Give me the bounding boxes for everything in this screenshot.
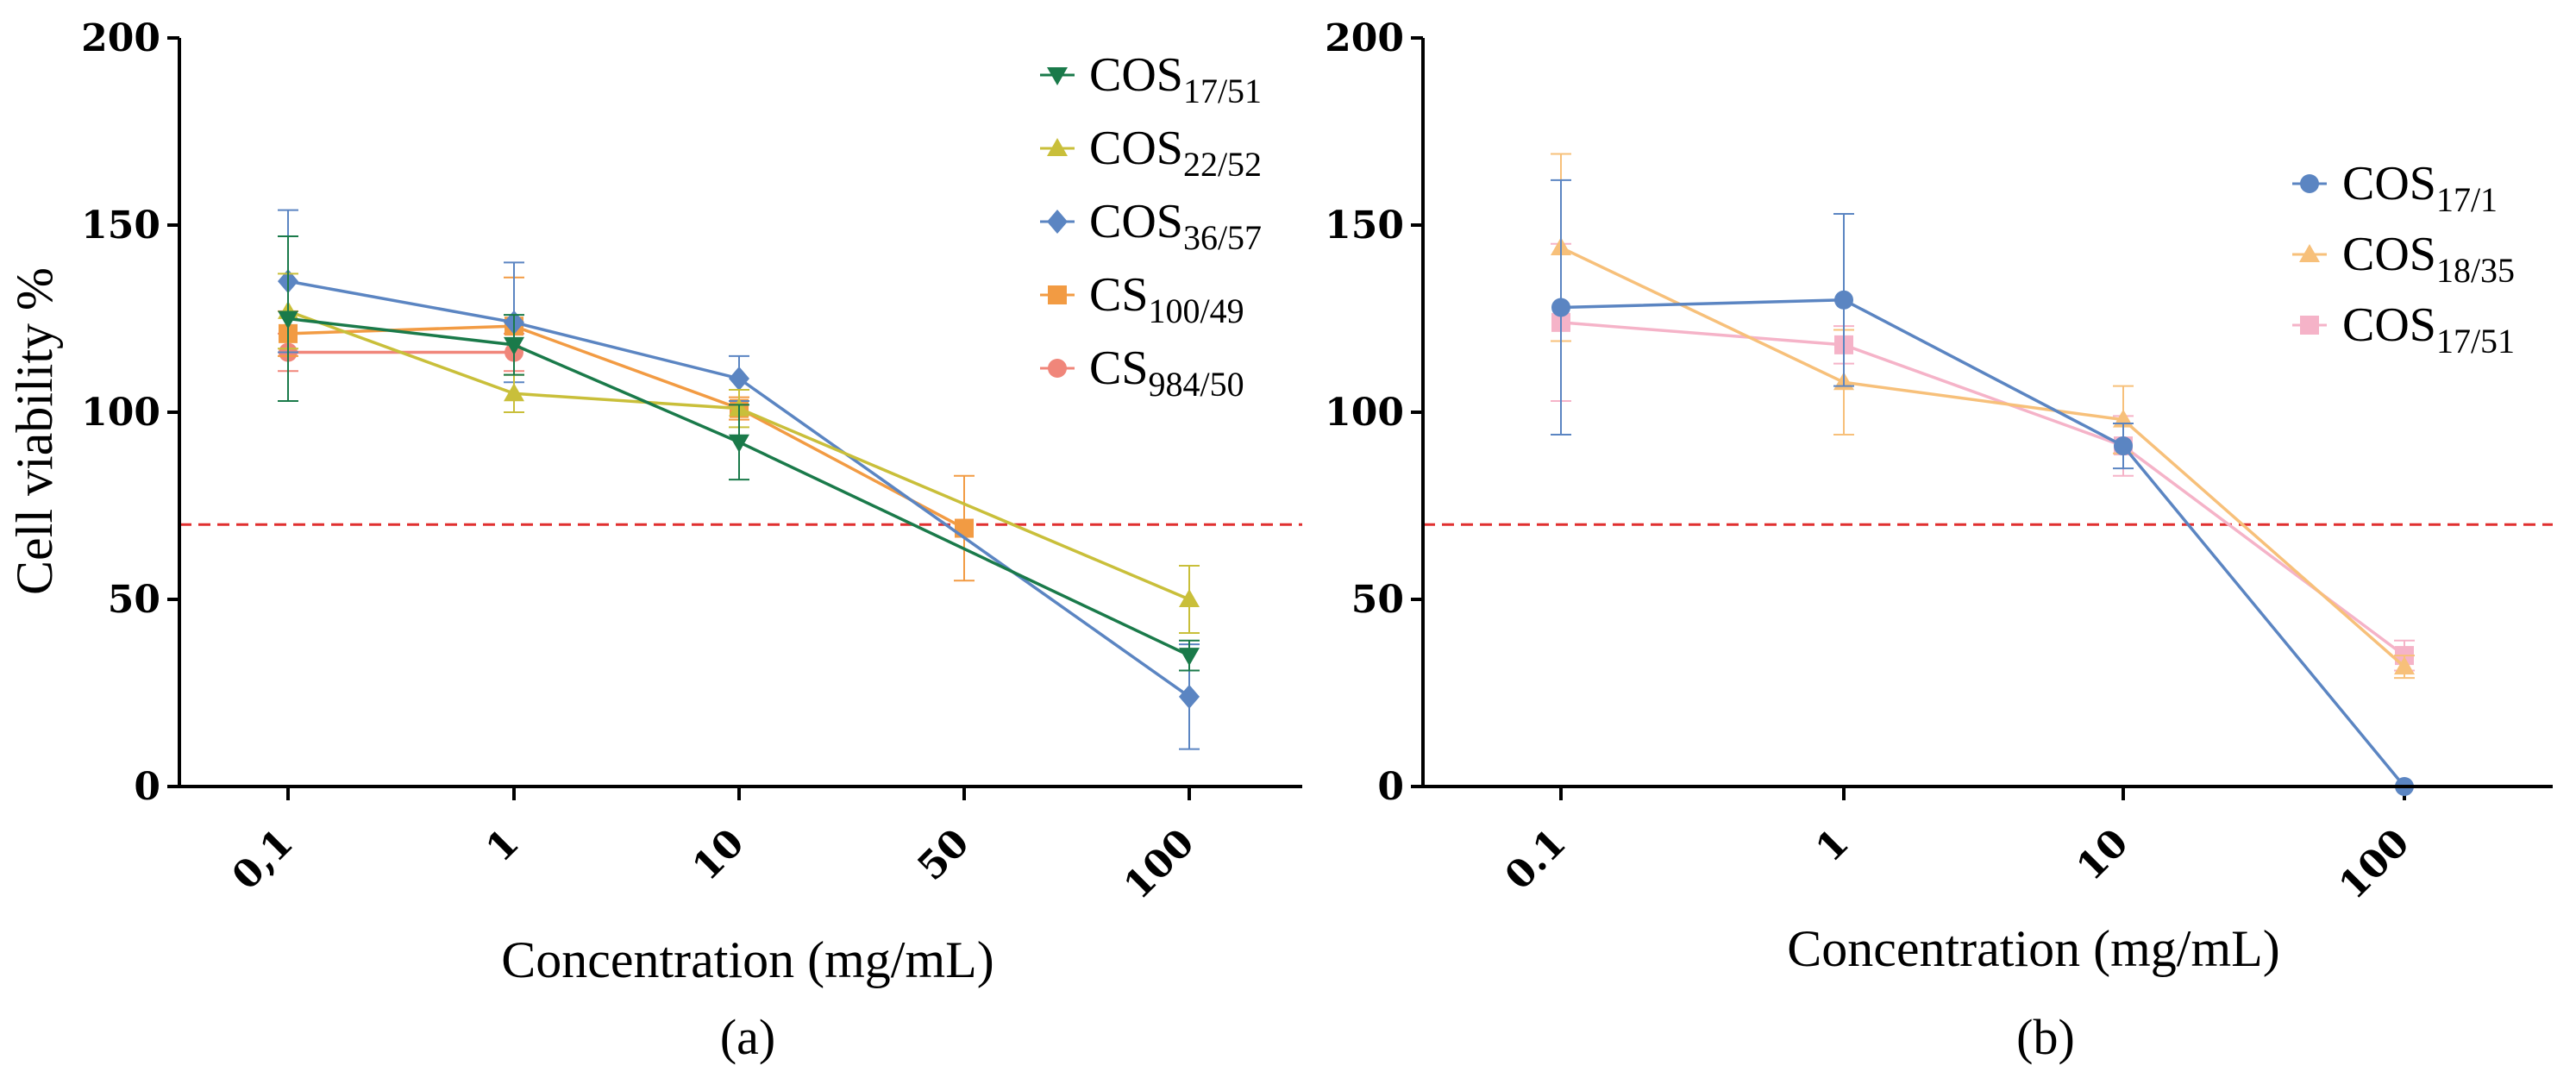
legend-label: COS17/1 xyxy=(2342,157,2498,219)
data-point xyxy=(1551,298,1570,317)
x-tick-label: 0.1 xyxy=(1497,821,1575,899)
legend: COS17/1 COS18/35 COS17/51 xyxy=(2292,157,2515,360)
y-tick-label: 0 xyxy=(1377,765,1404,809)
data-point xyxy=(1179,684,1200,709)
legend-marker xyxy=(2300,174,2319,193)
x-tick-label: 0,1 xyxy=(224,821,302,899)
x-tick-label: 50 xyxy=(909,821,977,889)
y-axis-ticks: 0 50 100 150 200 xyxy=(81,16,179,809)
series-line xyxy=(287,279,1191,699)
data-point xyxy=(1179,589,1200,607)
data-point xyxy=(1179,648,1200,667)
data-point xyxy=(1834,290,1853,310)
x-tick-label: 10 xyxy=(2068,821,2136,889)
series-line xyxy=(287,317,1190,657)
y-tick-label: 150 xyxy=(1325,204,1404,248)
series-group xyxy=(1551,153,2415,796)
series-group xyxy=(278,209,1200,750)
x-tick-label: 10 xyxy=(684,821,752,889)
axes xyxy=(1421,38,2553,788)
legend: COS17/51 COS22/52 COS36/57 CS100/49 CS984/50 xyxy=(1040,48,1262,404)
x-axis-ticks: 0,1 1 10 50 100 xyxy=(224,787,1203,908)
axes xyxy=(178,38,1302,788)
y-axis-title: Cell viability % xyxy=(6,267,63,595)
panel-label-a: (a) xyxy=(720,1009,775,1065)
series-line xyxy=(1560,298,2406,788)
series-cs-100-49 xyxy=(278,276,975,582)
x-tick-label: 1 xyxy=(478,821,528,871)
series-cos-36-57 xyxy=(278,209,1200,750)
y-tick-label: 50 xyxy=(108,578,160,622)
data-point xyxy=(504,336,524,355)
data-point xyxy=(729,434,749,453)
legend-marker xyxy=(1048,359,1067,378)
y-tick-label: 150 xyxy=(81,204,160,248)
x-axis-title: Concentration (mg/mL) xyxy=(1787,920,2280,977)
legend-item: COS22/52 xyxy=(1040,122,1262,184)
chart-panel-a: Cell viability % 0 50 100 150 200 0,1 1 10 50 10… xyxy=(6,16,1302,1065)
series-cos-18-35 xyxy=(1551,153,2415,680)
x-tick-label: 100 xyxy=(1116,821,1203,908)
panel-label-b: (b) xyxy=(2016,1009,2075,1065)
legend-marker xyxy=(2299,244,2320,262)
legend-marker xyxy=(2300,316,2319,335)
legend-label: COS18/35 xyxy=(2342,228,2515,290)
legend-item: COS18/35 xyxy=(2292,228,2515,290)
y-axis-ticks: 0 50 100 150 200 xyxy=(1325,16,1423,809)
legend-label: COS17/51 xyxy=(1089,48,1262,110)
legend-label: CS100/49 xyxy=(1089,268,1244,330)
data-point xyxy=(729,366,749,391)
y-tick-label: 50 xyxy=(1351,578,1404,622)
legend-item: COS17/51 xyxy=(2292,298,2515,360)
legend-item: COS17/1 xyxy=(2292,157,2498,219)
data-point xyxy=(2114,436,2133,456)
y-tick-label: 200 xyxy=(81,16,160,60)
y-tick-label: 100 xyxy=(1325,391,1404,435)
x-tick-label: 100 xyxy=(2331,821,2418,908)
legend-label: COS36/57 xyxy=(1089,195,1262,257)
x-axis-ticks: 0.1 1 10 100 xyxy=(1497,787,2418,908)
data-point xyxy=(278,310,298,329)
data-point xyxy=(504,383,524,402)
data-point xyxy=(2394,656,2415,675)
y-tick-label: 0 xyxy=(134,765,160,809)
legend-marker xyxy=(1048,285,1067,304)
legend-marker xyxy=(1047,210,1068,234)
y-tick-label: 200 xyxy=(1325,16,1404,60)
legend-label: COS22/52 xyxy=(1089,122,1262,184)
series-line xyxy=(1560,321,2406,657)
legend-marker xyxy=(1047,67,1068,85)
series-cos-17-51 xyxy=(1551,242,2415,672)
series-line xyxy=(287,324,965,530)
x-tick-label: 1 xyxy=(1808,821,1858,871)
legend-item: COS36/57 xyxy=(1040,195,1262,257)
legend-item: CS100/49 xyxy=(1040,268,1244,330)
data-point xyxy=(955,518,974,538)
series-cos-17-51 xyxy=(278,235,1200,672)
legend-item: COS17/51 xyxy=(1040,48,1262,110)
y-tick-label: 100 xyxy=(81,391,160,435)
x-axis-title: Concentration (mg/mL) xyxy=(501,931,994,988)
legend-label: COS17/51 xyxy=(2342,298,2515,360)
legend-item: CS984/50 xyxy=(1040,342,1244,404)
legend-label: CS984/50 xyxy=(1089,342,1244,404)
series-line xyxy=(1560,246,2406,668)
series-cos-17-1 xyxy=(1551,179,2414,796)
legend-marker xyxy=(1047,138,1068,156)
series-line xyxy=(287,310,1190,601)
